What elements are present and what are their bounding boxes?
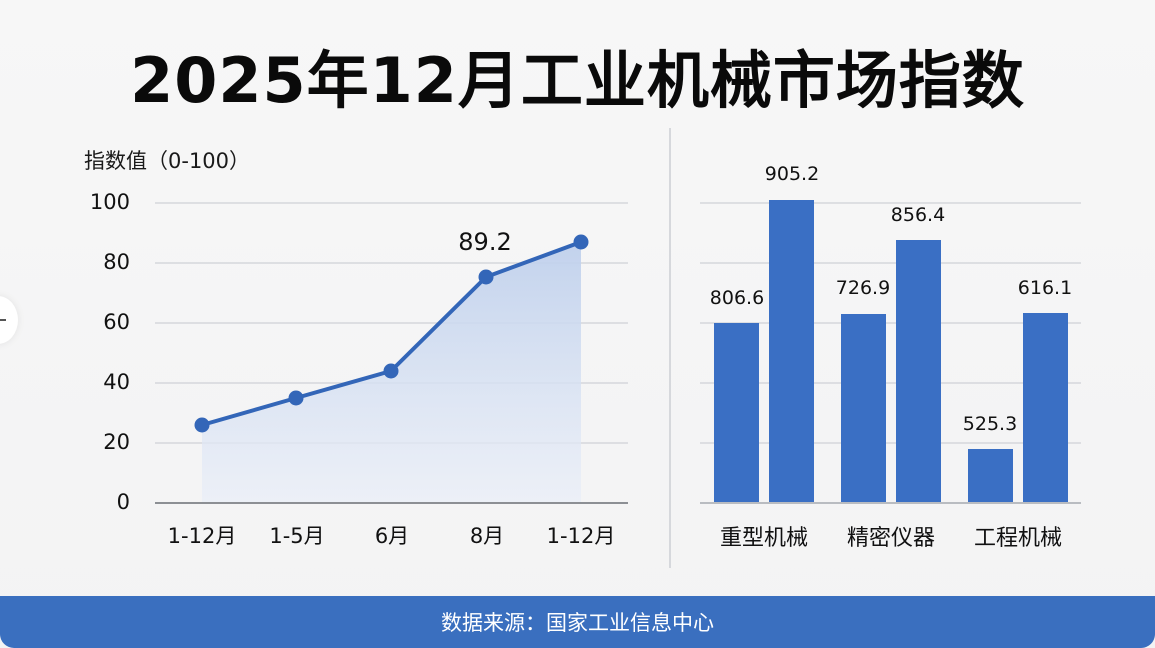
category-label: 重型机械 [719,526,808,551]
y-tick: 60 [103,310,130,334]
x-tick: 8月 [469,524,505,548]
x-tick: 6月 [374,524,410,548]
source-text: 数据来源：国家工业信息中心 [441,611,714,635]
page-title: 2025年12月工业机械市场指数 [130,44,1025,117]
y-tick: 20 [103,430,130,454]
bar-value-label: 905.2 [764,163,820,185]
bar-value-label: 856.4 [890,204,946,226]
source-footer: 数据来源：国家工业信息中心 [0,596,1155,648]
y-axis-label: 指数值（0-100） [84,149,251,173]
bar-value-label: 525.3 [962,413,1018,435]
x-tick: 1-12月 [167,524,237,548]
bar-value-label: 726.9 [835,277,891,299]
bar-value-label: 806.6 [709,287,765,309]
y-tick: 80 [103,250,130,274]
point-annotation: 89.2 [458,228,512,256]
bars [714,200,1068,503]
category-label: 精密仪器 [846,526,935,551]
category-label: 工程机械 [973,526,1062,551]
y-tick: 0 [116,490,130,514]
y-tick: 100 [89,190,130,214]
y-tick: 40 [103,370,130,394]
gridlines [700,202,1081,444]
bar-value-label: 616.1 [1017,277,1073,299]
side-panel-handle[interactable] [0,296,18,344]
x-tick: 1-12月 [546,524,616,548]
data-points [194,234,589,433]
panel-divider [669,128,671,568]
x-tick: 1-5月 [269,524,325,548]
